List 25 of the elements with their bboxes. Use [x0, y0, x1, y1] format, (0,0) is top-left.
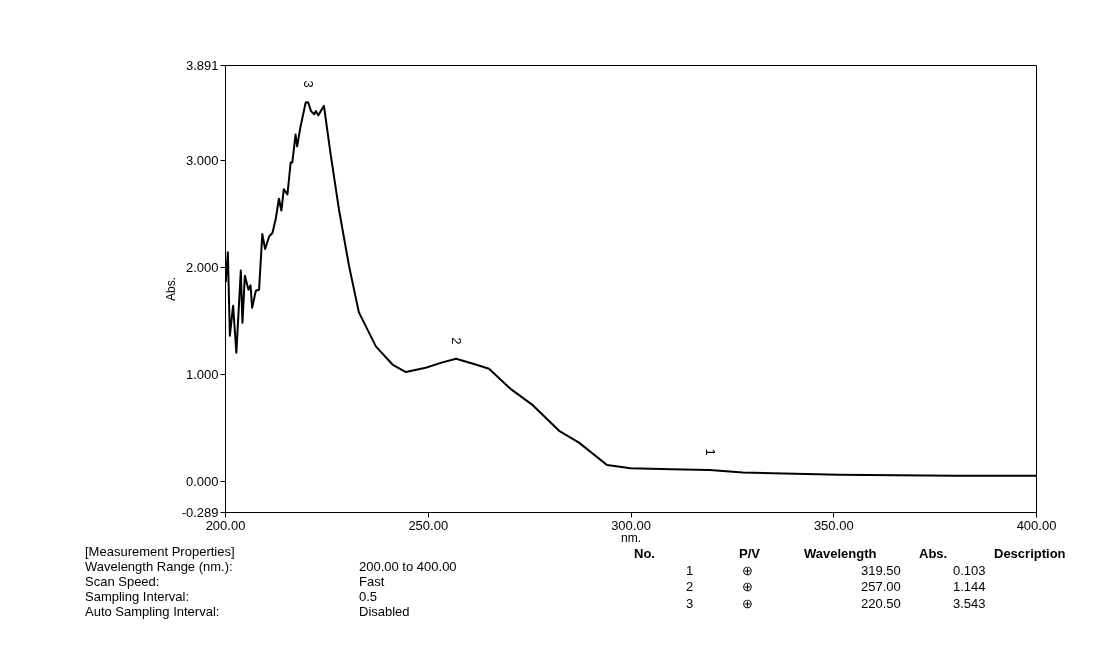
text: Sampling Interval: 0.5 [85, 589, 378, 604]
y-tick-label: -0.289 [181, 504, 219, 520]
text: No. P/V Wavelength Abs. Description [634, 546, 1066, 561]
text: 1 ⊕ 319.50 0.103 [686, 562, 986, 578]
text: Auto Sampling Interval: Disabled [85, 604, 410, 619]
text: 2 ⊕ 257.00 1.144 [686, 579, 986, 594]
y-tick-label: 1.000 [185, 366, 219, 382]
x-tick-label: 350.00 [813, 517, 854, 533]
y-axis-title: Abs. [163, 276, 178, 302]
text: Wavelength Range (nm.): 200.00 to 400.00 [85, 559, 457, 574]
x-tick-label: 300.00 [611, 517, 651, 533]
x-tick-label: 200.00 [205, 517, 246, 533]
y-tick-label: 0.000 [185, 473, 219, 489]
x-tick-label: 250.00 [408, 517, 449, 533]
y-tick-label: 3.891 [185, 57, 219, 73]
y-tick-label: 2.000 [185, 259, 219, 275]
annotation: 3 [301, 80, 317, 88]
text: 3 ⊕ 220.50 3.543 [686, 595, 986, 611]
x-tick-label: 400.00 [1016, 517, 1057, 533]
text: Scan Speed: Fast [85, 574, 385, 589]
x-axis-title: nm. [620, 530, 642, 545]
annotation: 1 [702, 448, 718, 456]
y-tick-label: 3.000 [185, 152, 219, 168]
annotation: 2 [449, 337, 465, 345]
text: [Measurement Properties] [85, 544, 235, 559]
